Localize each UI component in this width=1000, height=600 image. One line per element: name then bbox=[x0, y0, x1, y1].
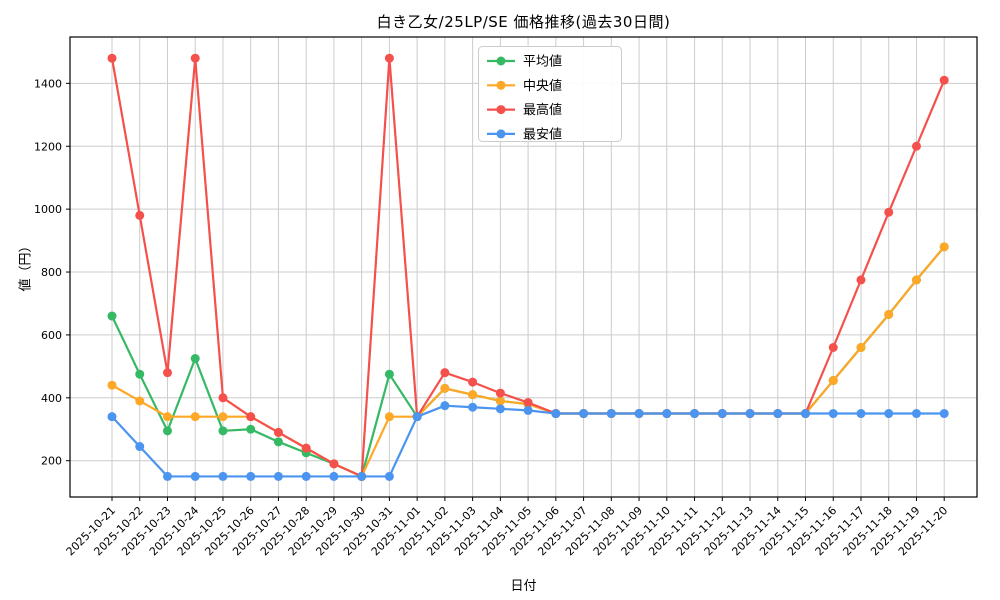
series-highest-point bbox=[856, 275, 866, 285]
series-lowest-point bbox=[162, 471, 172, 481]
series-lowest-point bbox=[329, 471, 339, 481]
series-lowest-point bbox=[939, 409, 949, 419]
series-average-point bbox=[218, 426, 228, 436]
series-lowest-point bbox=[495, 404, 505, 414]
legend-box bbox=[478, 46, 622, 142]
series-median-point bbox=[911, 275, 921, 285]
series-lowest-point bbox=[440, 401, 450, 411]
series-highest-point bbox=[384, 53, 394, 63]
grid-lines bbox=[70, 37, 977, 497]
series-average-point bbox=[246, 424, 256, 434]
y-axis-ticks: 200 400 600 800 1000 1200 1400 bbox=[34, 77, 70, 468]
series-lowest-point bbox=[190, 471, 200, 481]
series-highest-point bbox=[911, 141, 921, 151]
series-highest-point bbox=[939, 75, 949, 85]
series-lowest-point bbox=[468, 402, 478, 412]
legend-marker-highest bbox=[496, 105, 506, 115]
series-median-point bbox=[939, 242, 949, 252]
legend-label-highest: 最高値 bbox=[523, 102, 562, 118]
series-highest-point bbox=[218, 393, 228, 403]
series-lowest-point bbox=[911, 409, 921, 419]
y-axis-label: 値（円） bbox=[18, 239, 34, 292]
series-median-point bbox=[190, 412, 200, 422]
y-tick-label: 200 bbox=[41, 455, 62, 468]
series-highest-point bbox=[884, 207, 894, 217]
series-median-point bbox=[135, 396, 145, 406]
series-lowest-point bbox=[551, 409, 561, 419]
series-lowest-point bbox=[523, 405, 533, 415]
y-tick-label: 400 bbox=[41, 392, 62, 405]
series-median-point bbox=[884, 309, 894, 319]
series-average-point bbox=[135, 369, 145, 379]
series-lowest-point bbox=[135, 442, 145, 452]
series-lowest-point bbox=[218, 471, 228, 481]
series-highest-point bbox=[135, 210, 145, 220]
y-tick-label: 1000 bbox=[34, 203, 62, 216]
series-median-point bbox=[468, 390, 478, 400]
series-lowest-point bbox=[884, 409, 894, 419]
series-lowest-point bbox=[773, 409, 783, 419]
series-median-point bbox=[107, 380, 117, 390]
x-axis-label: 日付 bbox=[510, 579, 537, 594]
series-highest-point bbox=[828, 342, 838, 352]
legend-label-lowest: 最安値 bbox=[523, 126, 562, 142]
series-lowest-point bbox=[606, 409, 616, 419]
series-lowest-point bbox=[357, 471, 367, 481]
series-lowest-point bbox=[690, 409, 700, 419]
chart-title: 白き乙女/25LP/SE 価格推移(過去30日間) bbox=[376, 13, 671, 31]
legend-marker-average bbox=[496, 56, 506, 66]
series-highest-point bbox=[301, 443, 311, 453]
series-median-point bbox=[495, 396, 505, 406]
series-average-point bbox=[107, 311, 117, 321]
y-tick-label: 1400 bbox=[34, 77, 62, 90]
plot-border bbox=[69, 36, 978, 498]
series-highest-point bbox=[495, 388, 505, 398]
series-highest-point bbox=[162, 368, 172, 378]
series-average-point bbox=[190, 354, 200, 364]
series-highest-point bbox=[190, 53, 200, 63]
series-lowest-point bbox=[634, 409, 644, 419]
series-highest-point bbox=[273, 427, 283, 437]
series-lowest-point bbox=[828, 409, 838, 419]
series-highest-point bbox=[107, 53, 117, 63]
series-lowest-point bbox=[412, 412, 422, 422]
series-highest-point bbox=[329, 459, 339, 469]
legend-marker-lowest bbox=[496, 129, 506, 139]
series-lowest-point bbox=[801, 409, 810, 419]
x-axis-ticks: 2025-10-212025-10-222025-10-232025-10-24… bbox=[64, 497, 950, 558]
y-tick-label: 600 bbox=[41, 329, 62, 342]
y-tick-label: 1200 bbox=[34, 140, 62, 153]
series-lowest-point bbox=[107, 412, 117, 422]
series-median-point bbox=[828, 376, 838, 386]
series-median-point bbox=[218, 412, 228, 422]
series-highest-point bbox=[246, 412, 256, 422]
series-highest-point bbox=[468, 377, 478, 387]
series-lowest-point bbox=[301, 471, 311, 481]
series-lowest-point bbox=[745, 409, 755, 419]
series-median-point bbox=[856, 342, 866, 352]
series-lowest-point bbox=[717, 409, 727, 419]
series-highest-point bbox=[523, 398, 533, 408]
series-lowest-point bbox=[384, 471, 394, 481]
series-average-point bbox=[273, 437, 283, 447]
legend-label-average: 平均値 bbox=[523, 54, 562, 70]
series-lowest-point bbox=[579, 409, 589, 419]
series-highest-point bbox=[440, 368, 450, 378]
series-lowest-point bbox=[662, 409, 672, 419]
series-lowest bbox=[107, 401, 949, 481]
series-median-point bbox=[384, 412, 394, 422]
series-average-point bbox=[384, 369, 394, 379]
y-tick-label: 800 bbox=[41, 266, 62, 279]
series-average-point bbox=[162, 426, 172, 436]
legend-label-median: 中央値 bbox=[523, 78, 562, 94]
series-lowest-point bbox=[246, 471, 256, 481]
series-median-point bbox=[162, 412, 172, 422]
legend-marker-median bbox=[496, 80, 506, 90]
series-lowest-point bbox=[856, 409, 866, 419]
series-median-point bbox=[440, 383, 450, 393]
series-lowest-point bbox=[273, 471, 283, 481]
